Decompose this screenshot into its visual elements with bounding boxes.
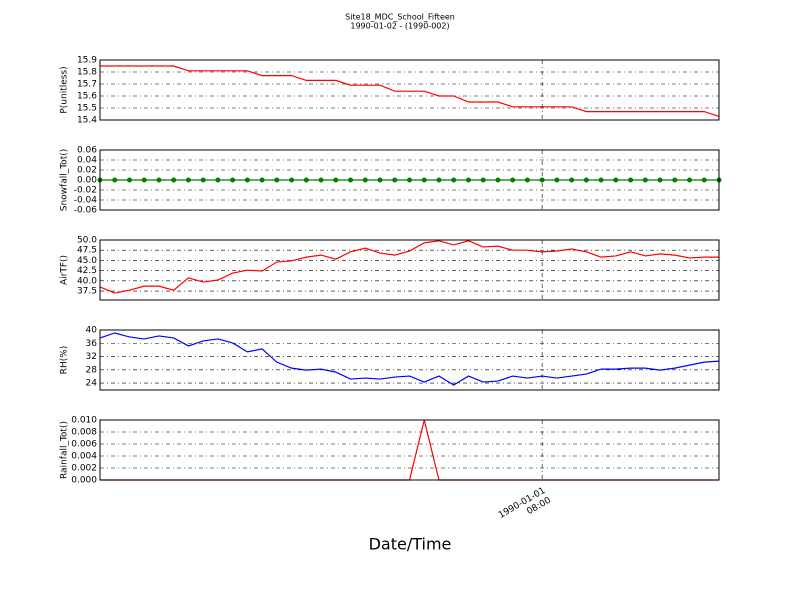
y-tick-label: 45.0 xyxy=(77,256,97,266)
y-tick-label: 24 xyxy=(86,379,98,389)
y-axis-label: Rainfall_Tot() xyxy=(60,421,70,479)
data-point xyxy=(583,177,589,183)
y-tick-label: 0.06 xyxy=(77,146,97,156)
data-point xyxy=(701,177,707,183)
data-line xyxy=(100,65,720,117)
data-line xyxy=(99,240,719,294)
x-axis-label: Date/Time xyxy=(369,535,452,554)
chart-title: Site18_MDC_School_Fifteen xyxy=(345,13,455,22)
y-axis-label: AirTF() xyxy=(60,255,70,285)
data-point xyxy=(407,177,412,183)
y-tick-label: 0.02 xyxy=(77,166,97,176)
y-tick-label: 0.002 xyxy=(71,464,97,474)
data-point xyxy=(436,177,442,183)
data-point xyxy=(126,177,132,183)
y-tick-label: 50.0 xyxy=(77,236,97,246)
axes-frame xyxy=(99,59,720,121)
data-point xyxy=(348,177,354,183)
data-point xyxy=(362,177,368,183)
data-point xyxy=(230,177,236,183)
y-axis-label: Snowfall_Tot() xyxy=(60,149,70,212)
data-point xyxy=(200,177,206,183)
y-axis-label: P(unitless) xyxy=(60,66,70,113)
data-point xyxy=(672,177,678,183)
axes-frame xyxy=(99,419,720,481)
data-point xyxy=(524,177,530,183)
data-point xyxy=(510,177,516,183)
data-point xyxy=(333,177,339,183)
y-tick-label: 0.000 xyxy=(71,476,97,486)
data-point xyxy=(554,177,560,183)
data-line xyxy=(99,332,720,386)
y-tick-label: 0.00 xyxy=(77,176,97,186)
axes-frame xyxy=(99,149,720,211)
data-point xyxy=(259,177,265,183)
data-point xyxy=(274,177,280,183)
data-point xyxy=(289,177,295,183)
y-tick-label: 47.5 xyxy=(77,246,97,256)
y-tick-label: -0.02 xyxy=(74,186,97,196)
data-point xyxy=(392,177,398,183)
y-tick-label: 15.9 xyxy=(77,56,97,66)
data-point xyxy=(465,177,471,183)
data-point xyxy=(215,177,221,183)
data-point xyxy=(303,177,309,183)
data-point xyxy=(628,177,634,183)
data-point xyxy=(244,177,250,183)
y-tick-label: 15.7 xyxy=(77,80,97,90)
data-point xyxy=(642,177,648,183)
data-point xyxy=(613,177,619,183)
y-tick-label: 40.0 xyxy=(77,276,97,286)
y-tick-label: 0.004 xyxy=(71,452,97,462)
y-tick-label: 15.6 xyxy=(77,92,97,102)
y-tick-label: 40 xyxy=(86,326,98,336)
y-tick-label: 37.5 xyxy=(77,287,97,297)
data-point xyxy=(421,177,427,183)
y-axis-label: RH(%) xyxy=(60,346,70,375)
data-point xyxy=(495,177,501,183)
data-point xyxy=(451,177,457,183)
y-tick-label: 15.5 xyxy=(77,104,97,114)
data-point xyxy=(318,177,324,183)
data-point xyxy=(112,177,118,183)
y-tick-label: 28 xyxy=(86,365,98,375)
y-tick-label: -0.06 xyxy=(74,206,98,216)
data-point xyxy=(377,177,383,183)
y-tick-label: 15.8 xyxy=(77,68,97,78)
data-point xyxy=(185,177,191,183)
y-tick-label: 32 xyxy=(86,352,97,362)
axes-frame xyxy=(99,329,720,391)
y-tick-label: 0.010 xyxy=(71,416,97,426)
data-point xyxy=(171,177,177,183)
axes-frame xyxy=(99,239,720,301)
data-point xyxy=(598,177,604,183)
y-tick-label: 36 xyxy=(86,339,98,349)
y-tick-label: -0.04 xyxy=(74,196,98,206)
data-point xyxy=(480,177,486,183)
y-tick-label: 0.006 xyxy=(71,440,97,450)
y-tick-label: 0.04 xyxy=(77,156,97,166)
data-point xyxy=(687,177,693,183)
data-point xyxy=(141,177,147,183)
data-line xyxy=(100,419,719,481)
chart-subtitle: 1990-01-02 - (1990-002) xyxy=(350,22,449,31)
data-point xyxy=(156,177,162,183)
data-point xyxy=(657,177,663,183)
y-tick-label: 0.008 xyxy=(71,428,97,438)
data-point xyxy=(569,177,575,183)
y-tick-label: 42.5 xyxy=(77,266,97,276)
y-tick-label: 15.4 xyxy=(77,116,97,126)
